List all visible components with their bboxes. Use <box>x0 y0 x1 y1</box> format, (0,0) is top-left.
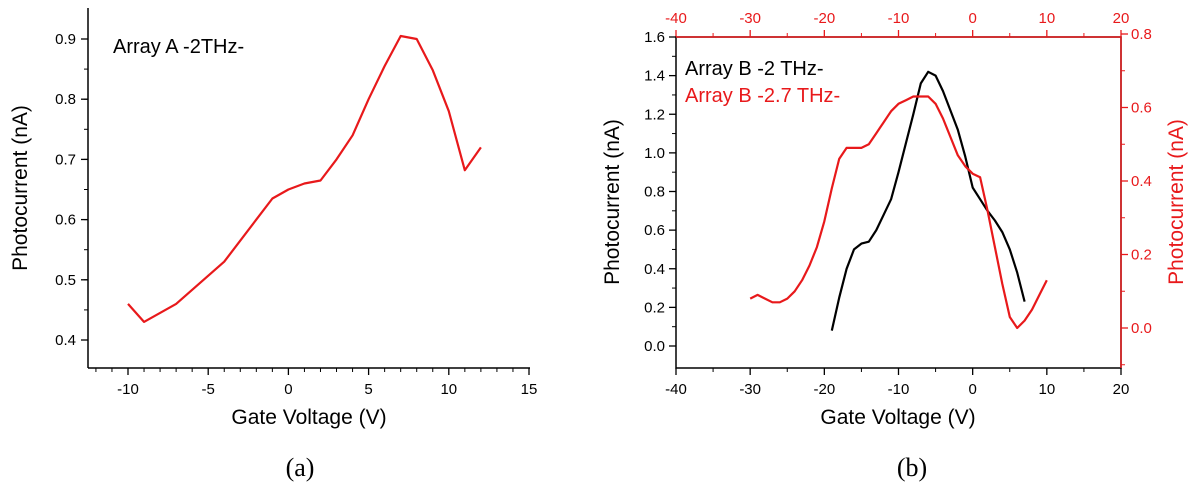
panel-b-right-tick-label: 0.8 <box>1131 26 1152 43</box>
panel-b-y-right-axis-title: Photocurrent (nA) <box>1165 119 1188 285</box>
panel-b: -40 -30 -20 -10 0 10 20 -40 -30 -20 -10 0 10 20 0.00… <box>601 10 1188 482</box>
panel-b-top-tick-label: -20 <box>813 10 835 27</box>
panel-b-top-tick-label: 0 <box>968 10 976 27</box>
panel-a-y-tick-label: 0.6 <box>55 212 76 229</box>
panel-b-top-tick-label: 20 <box>1113 10 1130 27</box>
panel-a-x-tick-label: -10 <box>117 381 139 398</box>
panel-a-y-tick-label: 0.5 <box>55 272 76 289</box>
panel-a-x-tick-label: 10 <box>440 381 457 398</box>
panel-b-top-tick-label: -40 <box>665 10 687 27</box>
panel-b-right-tick-label: 0.2 <box>1131 247 1152 264</box>
panel-b-series-red-line <box>749 95 1048 330</box>
panel-a-x-tick-label: 5 <box>364 381 372 398</box>
panel-b-series-black-line <box>830 70 1026 331</box>
panel-a-y-axis-title: Photocurrent (nA) <box>9 105 32 271</box>
panel-b-y-ticks: 0.0 0.2 0.4 0.6 0.8 1.0 1.2 1.4 1.6 <box>644 29 676 355</box>
panel-b-right-tick-label: 0.0 <box>1131 320 1152 337</box>
panel-b-legend-black: Array B -2 THz- <box>685 58 824 80</box>
panel-b-x-ticks: -40 -30 -20 -10 0 10 20 <box>665 368 1129 398</box>
panel-b-x-tick-label: -30 <box>739 381 761 398</box>
panel-a: -10 -5 0 5 10 15 0.4 0.5 0.6 0.7 0.8 0.9 Array A -… <box>9 8 537 482</box>
panel-a-annotation: Array A -2THz- <box>113 36 244 58</box>
panel-b-top-tick-label: -10 <box>888 10 910 27</box>
panel-b-x-tick-label: 10 <box>1038 381 1055 398</box>
panel-a-x-tick-label: -5 <box>202 381 215 398</box>
panel-a-series-line <box>127 34 482 323</box>
panel-b-x-tick-label: -10 <box>888 381 910 398</box>
panel-a-x-tick-label: 0 <box>284 381 292 398</box>
panel-a-y-ticks: 0.4 0.5 0.6 0.7 0.8 0.9 <box>55 31 88 349</box>
panel-b-legend-red: Array B -2.7 THz- <box>685 85 840 107</box>
panel-a-y-tick-label: 0.4 <box>55 332 76 349</box>
panel-b-y-tick-label: 0.0 <box>644 338 665 355</box>
panel-b-x-axis-title: Gate Voltage (V) <box>820 406 975 429</box>
panel-b-y-axis-title: Photocurrent (nA) <box>601 119 624 285</box>
panel-a-x-ticks: -10 -5 0 5 10 15 <box>95 368 538 398</box>
panel-b-x-tick-label: -40 <box>665 381 687 398</box>
panel-a-y-tick-label: 0.9 <box>55 31 76 48</box>
panel-b-y-tick-label: 0.6 <box>644 222 665 239</box>
panel-b-y-tick-label: 0.4 <box>644 261 665 278</box>
panel-a-caption: (a) <box>286 453 315 482</box>
panel-b-y-tick-label: 1.0 <box>644 145 665 162</box>
panel-b-x-tick-label: 0 <box>968 381 976 398</box>
panel-b-caption: (b) <box>897 453 927 482</box>
panel-b-right-tick-label: 0.6 <box>1131 100 1152 117</box>
panel-b-x-tick-label: -20 <box>813 381 835 398</box>
panel-b-y-tick-label: 1.4 <box>644 68 665 85</box>
panel-b-y-tick-label: 0.8 <box>644 184 665 201</box>
panel-a-x-axis-title: Gate Voltage (V) <box>231 406 386 429</box>
panel-a-x-tick-label: 15 <box>521 381 538 398</box>
panel-b-x-tick-label: 20 <box>1113 381 1130 398</box>
panel-b-y-tick-label: 1.6 <box>644 29 665 46</box>
panel-b-top-tick-label: -30 <box>739 10 761 27</box>
panel-b-right-ticks: 0.0 0.2 0.4 0.6 0.8 <box>1121 26 1152 366</box>
panel-b-right-tick-label: 0.4 <box>1131 173 1152 190</box>
panel-b-top-ticks: -40 -30 -20 -10 0 10 20 <box>665 10 1129 37</box>
panel-a-y-tick-label: 0.8 <box>55 91 76 108</box>
panel-b-y-tick-label: 0.2 <box>644 299 665 316</box>
panel-b-y-tick-label: 1.2 <box>644 106 665 123</box>
panel-a-y-tick-label: 0.7 <box>55 151 76 168</box>
panel-b-top-tick-label: 10 <box>1038 10 1055 27</box>
